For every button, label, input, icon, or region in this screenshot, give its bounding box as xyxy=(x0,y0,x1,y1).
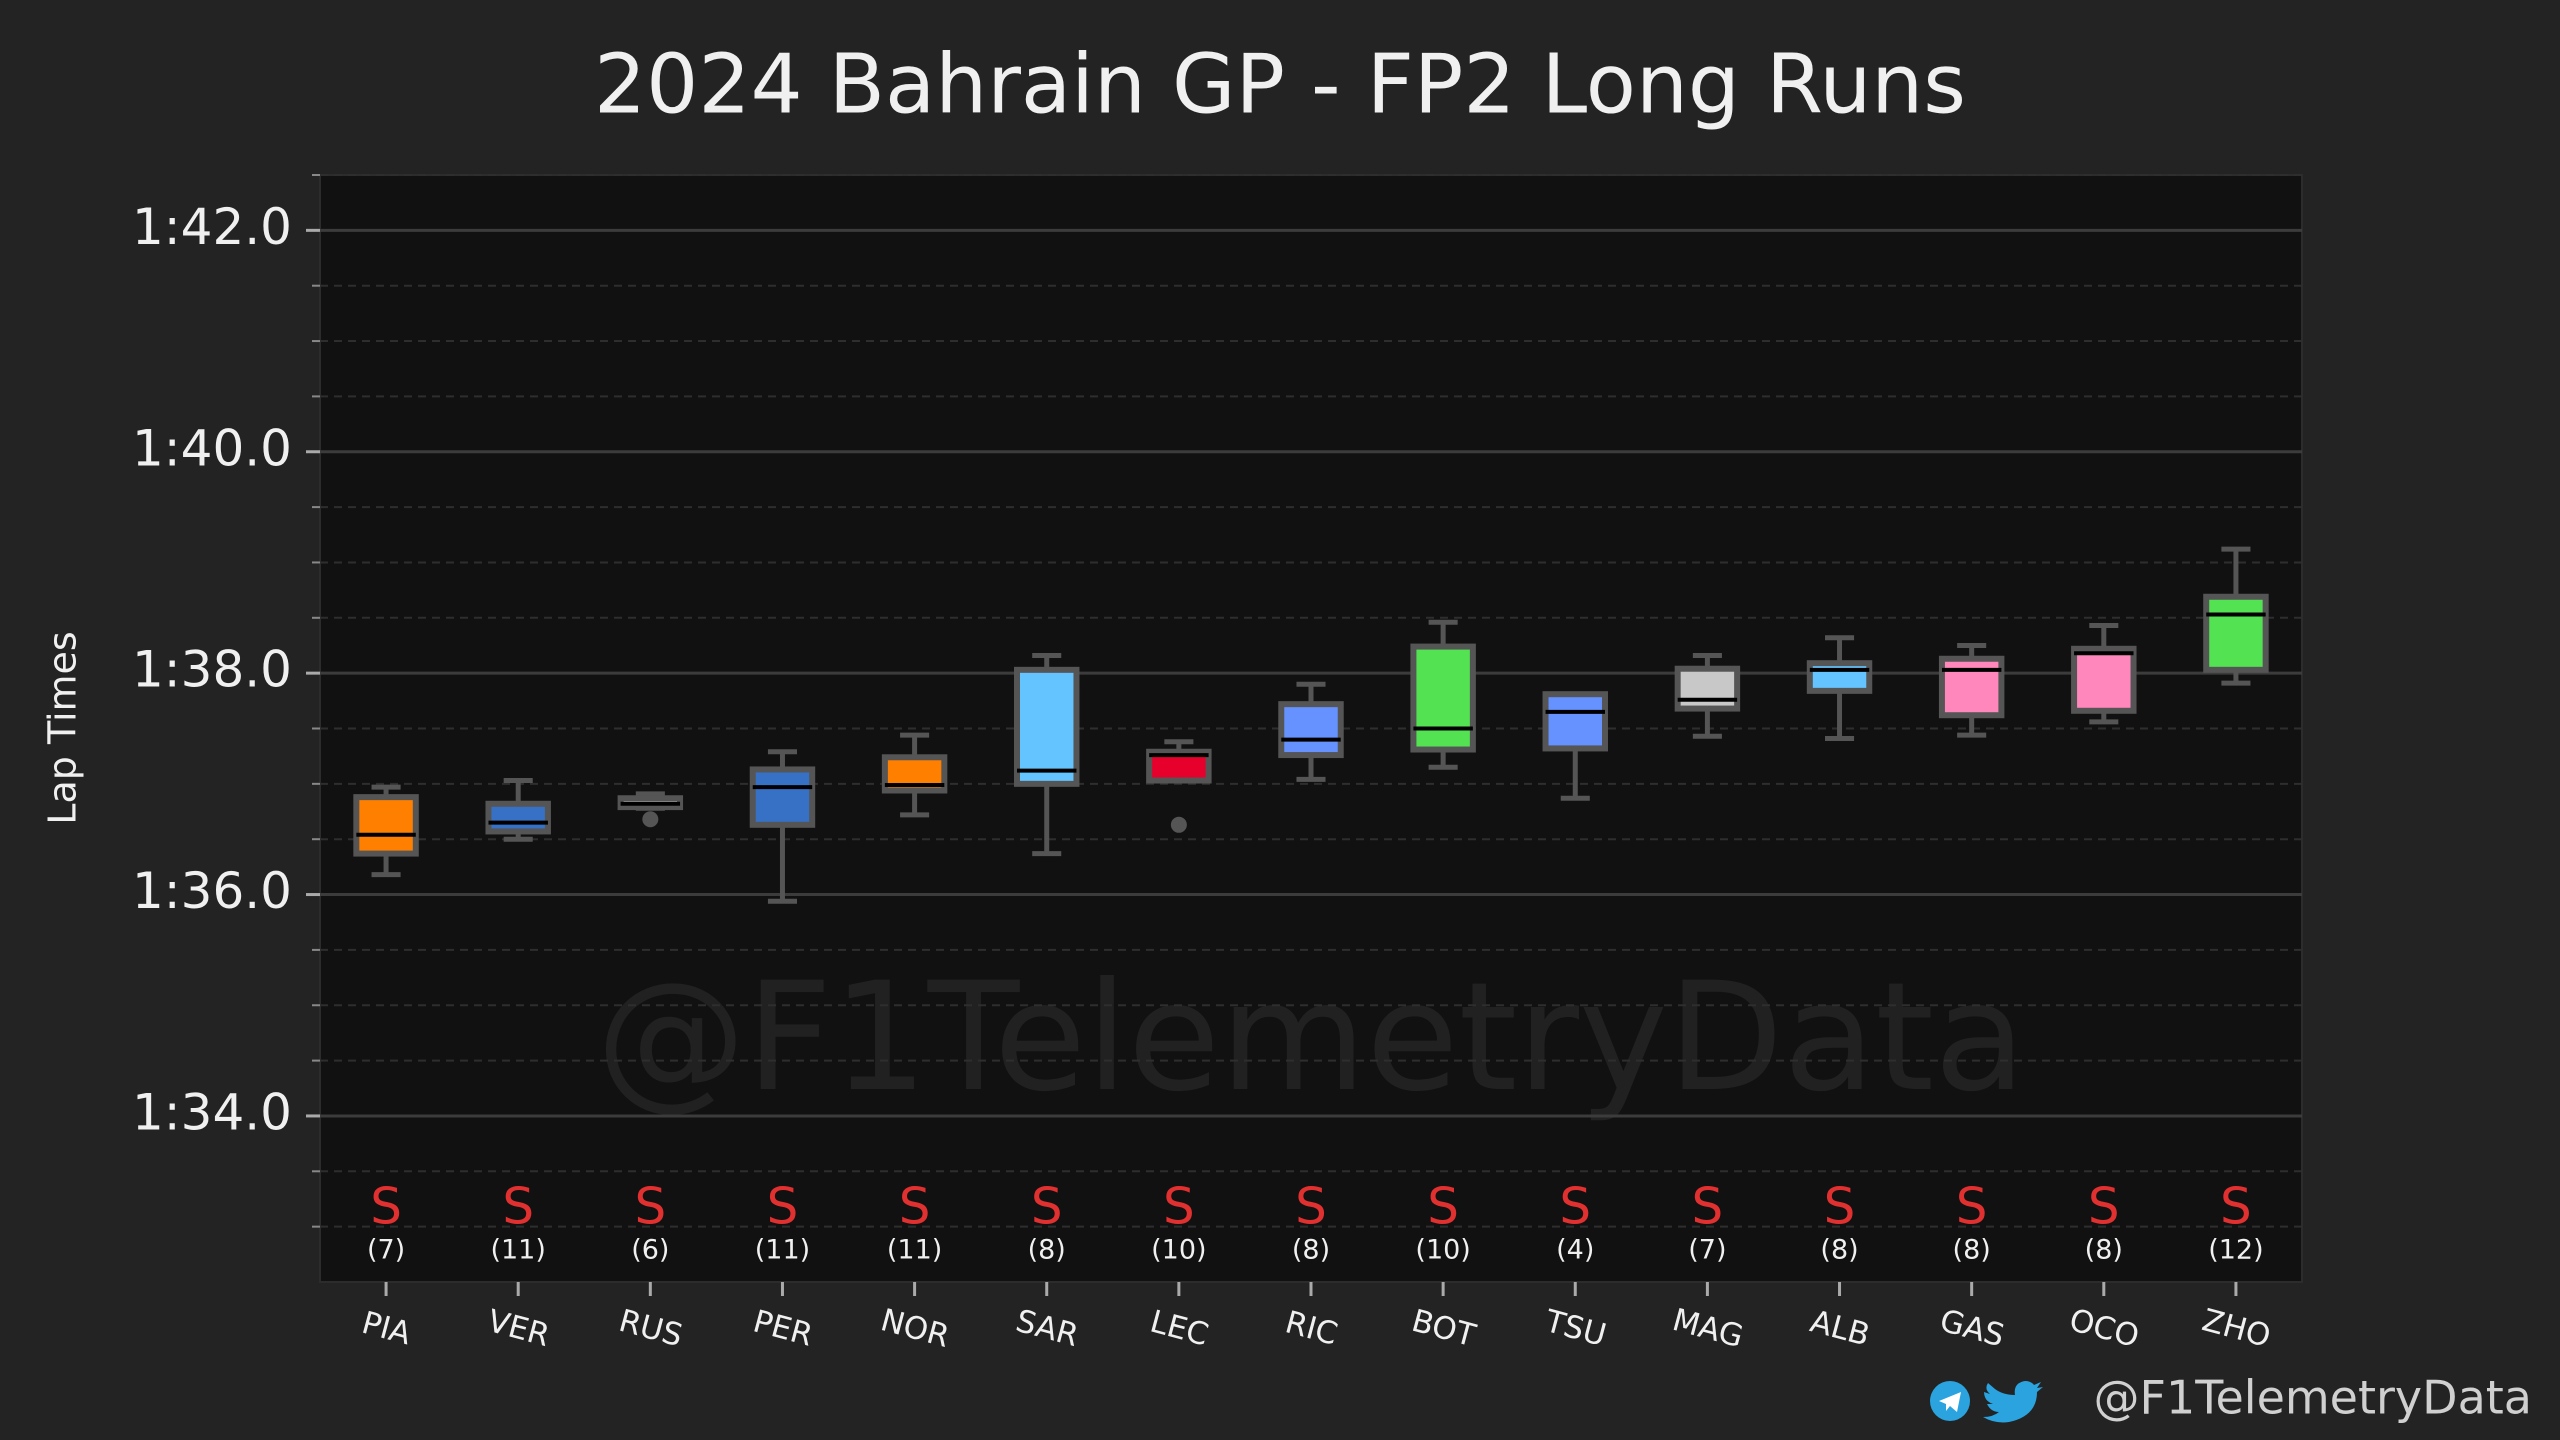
box-group xyxy=(485,778,551,842)
box xyxy=(1806,660,1873,694)
tyre-compound: S xyxy=(1559,1178,1591,1236)
tyre-compound: S xyxy=(1824,1178,1856,1236)
lap-count: (12) xyxy=(2208,1235,2263,1266)
y-tick-label: 1:40.0 xyxy=(132,419,292,477)
flier xyxy=(642,811,659,828)
box-group xyxy=(2071,623,2137,725)
lap-count: (4) xyxy=(1556,1235,1594,1266)
y-axis-label: Lap Times xyxy=(41,631,85,824)
lap-count: (8) xyxy=(1028,1235,1066,1266)
lap-count: (11) xyxy=(887,1235,942,1266)
tyre-compound: S xyxy=(1692,1178,1724,1236)
tyre-compound: S xyxy=(1956,1178,1988,1236)
box xyxy=(1542,691,1608,752)
y-tick-label: 1:34.0 xyxy=(132,1083,292,1141)
tyre-compound: S xyxy=(1295,1178,1327,1236)
lap-count: (8) xyxy=(1292,1235,1330,1266)
lap-count: (10) xyxy=(1151,1235,1206,1266)
box-group xyxy=(881,732,948,818)
lap-count: (10) xyxy=(1415,1235,1470,1266)
box xyxy=(749,766,816,828)
box-group xyxy=(1014,652,1080,857)
y-tick-label: 1:36.0 xyxy=(132,862,292,920)
lap-count: (8) xyxy=(1953,1235,1991,1266)
box-group xyxy=(353,784,419,878)
watermark: @F1TelemetryData xyxy=(596,951,2026,1125)
lap-count: (11) xyxy=(490,1235,545,1266)
tyre-compound: S xyxy=(2220,1178,2252,1236)
flier xyxy=(1170,816,1187,833)
tyre-compound: S xyxy=(1427,1178,1459,1236)
lap-count: (7) xyxy=(367,1235,405,1266)
lap-count: (7) xyxy=(1688,1235,1726,1266)
telegram-plane xyxy=(1939,1392,1961,1412)
box xyxy=(1014,666,1080,787)
box-group xyxy=(749,749,816,904)
tyre-compound: S xyxy=(370,1178,402,1236)
lap-count: (11) xyxy=(755,1235,810,1266)
tyre-compound: S xyxy=(767,1178,799,1236)
box xyxy=(1938,655,2005,719)
box xyxy=(1410,643,1476,753)
twitter-icon xyxy=(1983,1381,2043,1423)
y-tick-label: 1:38.0 xyxy=(132,641,292,699)
chart-title: 2024 Bahrain GP - FP2 Long Runs xyxy=(594,37,1966,132)
credit-icons xyxy=(1930,1381,2043,1423)
box-group xyxy=(1542,691,1608,801)
tyre-compound: S xyxy=(502,1178,534,1236)
tyre-compound: S xyxy=(2088,1178,2120,1236)
box xyxy=(485,800,551,835)
box-group xyxy=(617,791,684,828)
tyre-compound: S xyxy=(899,1178,931,1236)
box-group xyxy=(1146,739,1212,833)
box xyxy=(1278,701,1344,759)
box-group xyxy=(2203,546,2269,686)
box-group xyxy=(1410,619,1476,770)
box xyxy=(2071,645,2137,714)
box-group xyxy=(1674,652,1741,739)
lap-count: (6) xyxy=(631,1235,669,1266)
lap-count: (8) xyxy=(1820,1235,1858,1266)
y-tick-label: 1:42.0 xyxy=(132,198,292,256)
box-group xyxy=(1806,635,1873,741)
box xyxy=(2203,593,2269,673)
tyre-compound: S xyxy=(634,1178,666,1236)
box xyxy=(1674,665,1741,712)
box xyxy=(353,794,419,857)
lap-count: (8) xyxy=(2085,1235,2123,1266)
box-group xyxy=(1278,681,1344,782)
tyre-compound: S xyxy=(1163,1178,1195,1236)
box-group xyxy=(1938,642,2005,738)
credit: @F1TelemetryData xyxy=(2093,1371,2532,1425)
tyre-compound: S xyxy=(1031,1178,1063,1236)
